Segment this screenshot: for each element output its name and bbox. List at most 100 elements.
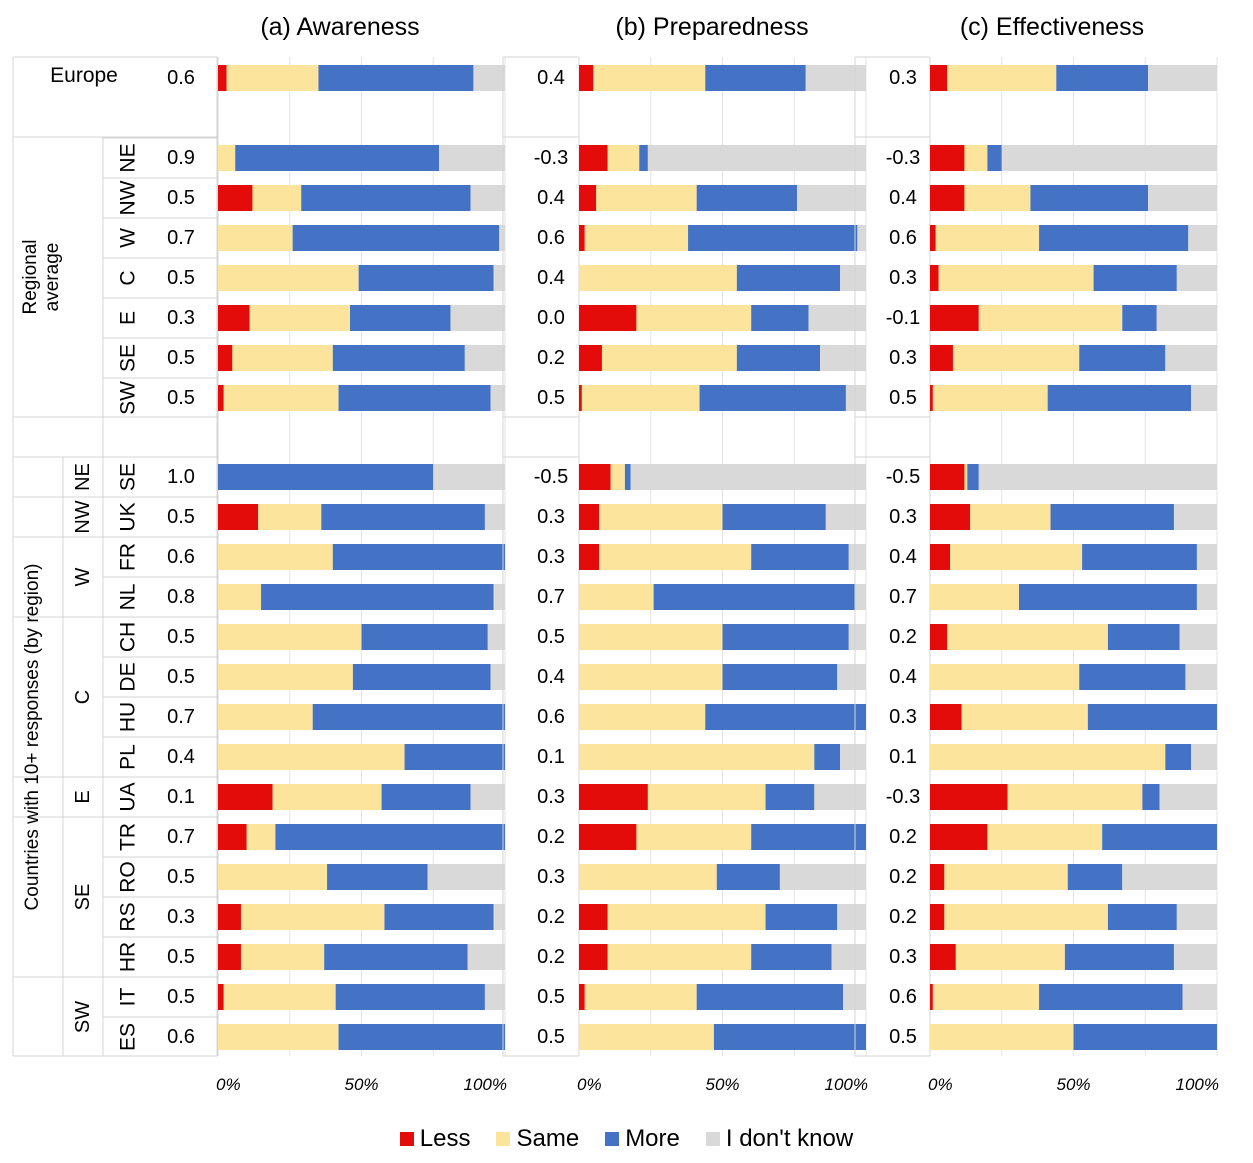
bar-segment-same — [607, 944, 752, 970]
bar-segment-more — [967, 464, 979, 490]
bar-segment-more — [814, 744, 841, 770]
net-score-label: 0.4 — [889, 666, 917, 688]
bar-segment-same — [930, 744, 1166, 770]
bar-segment-more — [335, 984, 485, 1010]
bar-segment-dont-know — [779, 864, 866, 890]
bar-segment-more — [352, 664, 491, 690]
bar-segment-more — [765, 784, 815, 810]
x-tick-label: 100% — [825, 1075, 868, 1094]
bar-segment-dont-know — [840, 265, 866, 291]
legend-item-same: Same — [496, 1125, 579, 1153]
net-score-label: 0.7 — [167, 706, 195, 728]
row-label: CH — [117, 622, 140, 652]
bar-segment-less — [218, 824, 247, 850]
bar-segment-more — [338, 385, 491, 411]
bar-segment-more — [327, 864, 428, 890]
net-score-label: 0.4 — [537, 67, 565, 89]
bar-segment-dont-know — [438, 145, 505, 171]
bar-segment-more — [705, 65, 806, 91]
net-score-label: 0.5 — [537, 626, 565, 648]
bar-segment-dont-know — [854, 584, 866, 610]
net-score-label: 0.7 — [889, 586, 917, 608]
bar-segment-dont-know — [499, 225, 505, 251]
bar-segment-dont-know — [1196, 584, 1217, 610]
bar-segment-more — [404, 744, 505, 770]
bar-segment-more — [324, 944, 468, 970]
legend-label-dont-know: I don't know — [725, 1125, 854, 1152]
net-score-label: 0.5 — [167, 387, 195, 409]
bar-segment-more — [1056, 65, 1149, 91]
row-label: UA — [117, 782, 140, 811]
bar-segment-more — [736, 345, 821, 371]
bar-segment-same — [272, 784, 382, 810]
net-score-label: 0.3 — [537, 866, 565, 888]
legend-swatch-more — [605, 1132, 620, 1146]
bar-segment-more — [1082, 544, 1197, 570]
row-label: C — [117, 270, 140, 285]
country-region-label: NW — [72, 500, 94, 533]
country-region-label: E — [72, 790, 94, 803]
bar-segment-same — [599, 504, 723, 530]
net-score-label: 0.1 — [167, 786, 195, 808]
bar-segment-same — [930, 1024, 1074, 1050]
legend-label-less: Less — [419, 1125, 471, 1152]
bar-segment-more — [1079, 345, 1166, 371]
bar-segment-more — [696, 984, 844, 1010]
bar-segment-dont-know — [1196, 544, 1217, 570]
bar-segment-more — [751, 544, 849, 570]
bar-segment-less — [579, 984, 585, 1010]
bar-segment-same — [579, 624, 723, 650]
bar-segment-same — [252, 185, 302, 211]
net-score-label: 0.6 — [889, 227, 917, 249]
bar-segment-less — [579, 345, 602, 371]
bar-segment-less — [930, 544, 951, 570]
net-score-label: 0.6 — [167, 1026, 195, 1048]
bar-segment-same — [599, 544, 752, 570]
bar-segment-less — [579, 904, 608, 930]
bar-segment-more — [1107, 904, 1177, 930]
bar-segment-more — [332, 345, 465, 371]
row-label: UK — [117, 502, 140, 531]
net-score-label: 0.3 — [167, 307, 195, 329]
legend-label-same: Same — [516, 1125, 580, 1152]
net-score-label: 0.6 — [889, 986, 917, 1008]
x-tick-label: 50% — [705, 1075, 739, 1094]
net-score-label: 0.2 — [889, 826, 917, 848]
bar-segment-same — [579, 744, 815, 770]
row-label: SW — [117, 381, 140, 415]
bar-segment-less — [579, 225, 585, 251]
net-score-label: 0.2 — [537, 826, 565, 848]
regional-average-label: Regionalaverage — [20, 240, 63, 315]
bar-segment-dont-know — [473, 65, 505, 91]
bar-segment-more — [318, 65, 474, 91]
panel-title: (c) Effectiveness — [960, 13, 1144, 41]
bar-segment-dont-know — [1185, 664, 1217, 690]
net-score-label: 0.6 — [537, 706, 565, 728]
bar-segment-more — [361, 624, 488, 650]
bar-segment-same — [944, 864, 1068, 890]
net-score-label: 0.4 — [167, 746, 195, 768]
bar-segment-less — [218, 904, 241, 930]
bar-segment-same — [579, 864, 717, 890]
bar-segment-less — [579, 65, 594, 91]
bar-segment-dont-know — [820, 345, 866, 371]
legend-swatch-dont-know — [705, 1132, 720, 1146]
bar-segment-same — [584, 984, 697, 1010]
net-score-label: 0.4 — [537, 666, 565, 688]
bar-segment-more — [1039, 225, 1189, 251]
bar-segment-same — [932, 984, 1040, 1010]
bar-segment-dont-know — [487, 624, 505, 650]
bar-segment-less — [579, 544, 600, 570]
row-label: SE — [117, 344, 140, 372]
bar-segment-less — [579, 784, 648, 810]
x-tick-label: 50% — [344, 1075, 378, 1094]
country-region-label: NE — [72, 463, 94, 491]
bar-segment-more — [1093, 265, 1177, 291]
bar-segment-same — [218, 1024, 339, 1050]
bar-segment-same — [964, 185, 1031, 211]
bar-segment-less — [930, 145, 965, 171]
bar-segment-dont-know — [470, 784, 505, 810]
bar-segment-less — [930, 984, 933, 1010]
net-score-label: 0.3 — [889, 706, 917, 728]
x-tick-label: 100% — [464, 1075, 507, 1094]
